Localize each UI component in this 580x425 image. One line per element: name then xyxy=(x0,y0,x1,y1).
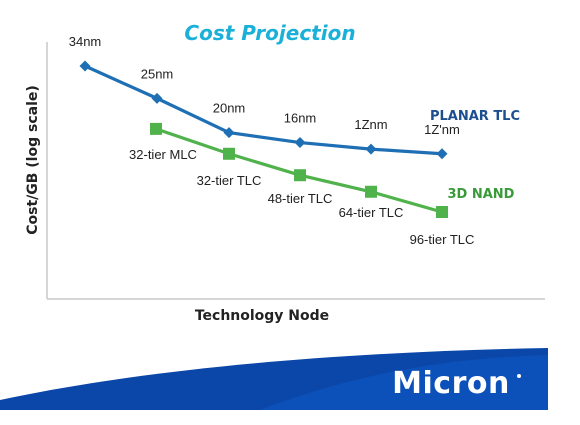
point-label: 1Znm xyxy=(354,117,387,132)
data-point-3d-nand xyxy=(223,147,235,160)
data-point-3d-nand xyxy=(365,185,377,198)
point-label: 25nm xyxy=(141,66,174,81)
x-axis-title: Technology Node xyxy=(195,308,329,324)
micron-banner: Micron xyxy=(0,348,548,410)
logo-registered-mark xyxy=(517,374,521,378)
point-label: 64-tier TLC xyxy=(339,205,404,220)
data-point-planar-tlc xyxy=(294,137,306,149)
data-point-planar-tlc xyxy=(436,148,448,160)
point-label: 32-tier TLC xyxy=(197,173,262,188)
micron-logo: Micron xyxy=(392,366,510,401)
data-point-3d-nand xyxy=(294,169,306,182)
point-label: 16nm xyxy=(284,111,317,126)
point-label: 34nm xyxy=(69,34,102,49)
data-point-3d-nand xyxy=(436,206,448,218)
chart-title: Cost Projection xyxy=(184,21,355,45)
banner-highlight xyxy=(260,355,548,410)
data-point-planar-tlc xyxy=(79,60,91,72)
point-label: 1Z'nm xyxy=(424,122,460,137)
data-point-planar-tlc xyxy=(223,127,235,139)
series-line-planar-tlc xyxy=(84,64,443,156)
series-label-planar-tlc: PLANAR TLC xyxy=(430,109,520,124)
point-label: 96-tier TLC xyxy=(410,232,475,247)
y-axis-title: Cost/GB (log scale) xyxy=(25,85,41,235)
data-point-planar-tlc xyxy=(365,143,377,155)
point-label: 48-tier TLC xyxy=(268,191,333,206)
data-point-planar-tlc xyxy=(151,92,163,104)
point-label: 32-tier MLC xyxy=(129,147,197,162)
point-label: 20nm xyxy=(213,101,246,116)
data-point-3d-nand xyxy=(150,122,162,135)
series-planar-tlc: 34nm 25nm 20nm 16nm 1Znm 1Z'nm xyxy=(69,34,460,160)
series-label-3d-nand: 3D NAND xyxy=(448,187,515,202)
